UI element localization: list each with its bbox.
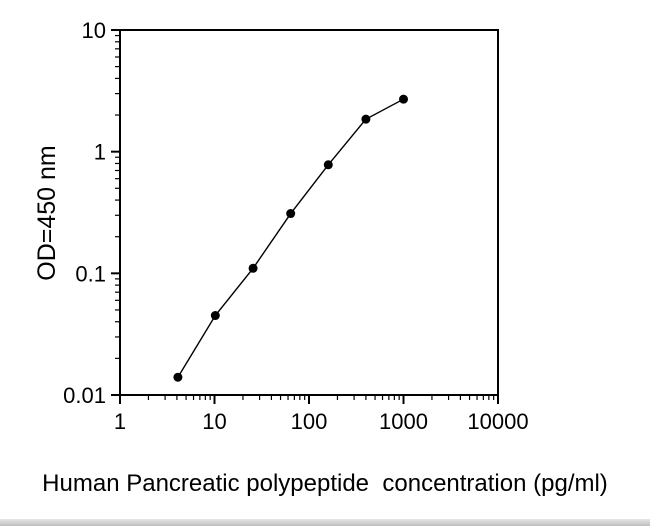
chart-canvas: 1 10 100 1000 10000 0.01 0.1 1 10 OD=450 nm <box>33 18 529 434</box>
y-axis-label: OD=450 nm <box>33 145 61 281</box>
plot-frame <box>119 29 499 396</box>
curve-line <box>177 98 404 378</box>
y-tick-label: 1 <box>94 140 106 165</box>
y-tick-label: 0.01 <box>63 383 106 408</box>
x-tick-label: 10 <box>202 409 226 434</box>
x-tick-label: 10000 <box>467 409 528 434</box>
y-tick-label: 0.1 <box>75 261 106 286</box>
data-point <box>323 160 333 170</box>
data-point <box>173 372 183 382</box>
x-tick-label: 100 <box>291 409 328 434</box>
x-tick-label: 1000 <box>379 409 428 434</box>
data-point <box>286 209 296 219</box>
data-point <box>399 94 408 104</box>
data-point <box>210 311 220 321</box>
data-point <box>361 114 371 124</box>
image-edge-artifact <box>0 519 650 526</box>
data-point <box>248 263 258 273</box>
x-tick-label: 1 <box>114 409 126 434</box>
x-axis-label: Human Pancreatic polypeptide concentrati… <box>42 470 608 497</box>
y-tick-label: 10 <box>82 18 106 43</box>
